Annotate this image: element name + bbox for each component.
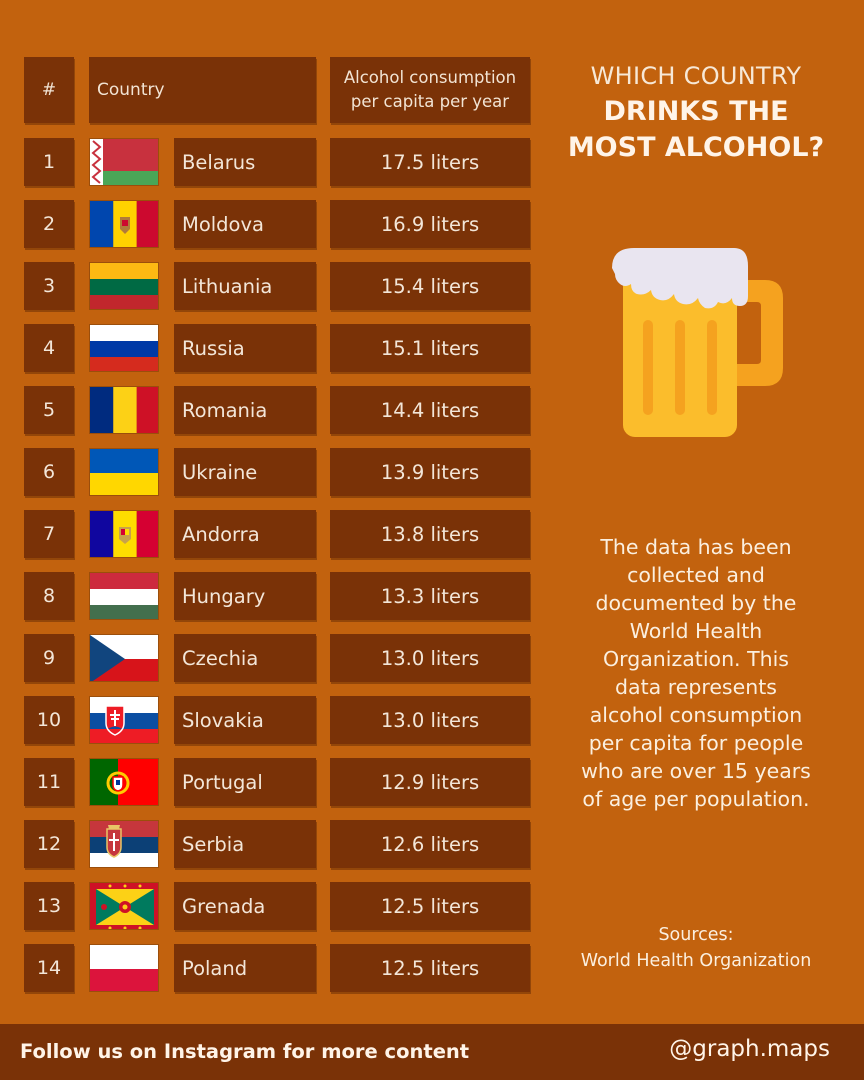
- rank-cell: 9: [24, 634, 74, 682]
- rank-cell: 2: [24, 200, 74, 248]
- portugal-flag-icon: [89, 758, 159, 806]
- consumption-value: 15.1 liters: [330, 324, 530, 372]
- country-name: Ukraine: [174, 448, 316, 496]
- rank-cell: 13: [24, 882, 74, 930]
- andorra-flag-icon: [89, 510, 159, 558]
- consumption-value: 12.5 liters: [330, 882, 530, 930]
- consumption-value: 13.3 liters: [330, 572, 530, 620]
- poland-flag-icon: [89, 944, 159, 992]
- footer-handle[interactable]: @graph.maps: [669, 1036, 830, 1062]
- consumption-value: 12.9 liters: [330, 758, 530, 806]
- header-country: Country: [89, 57, 316, 123]
- country-name: Andorra: [174, 510, 316, 558]
- consumption-value: 12.5 liters: [330, 944, 530, 992]
- grenada-flag-icon: [89, 882, 159, 930]
- header-rank-label: #: [41, 80, 57, 100]
- country-name: Hungary: [174, 572, 316, 620]
- rank-cell: 11: [24, 758, 74, 806]
- country-name: Poland: [174, 944, 316, 992]
- belarus-flag-icon: [89, 138, 159, 186]
- consumption-value: 17.5 liters: [330, 138, 530, 186]
- header-consumption-line2: per capita per year: [350, 92, 510, 111]
- hungary-flag-icon: [89, 572, 159, 620]
- country-name: Serbia: [174, 820, 316, 868]
- country-name: Romania: [174, 386, 316, 434]
- country-name: Lithuania: [174, 262, 316, 310]
- header-consumption: Alcohol consumption per capita per year: [330, 57, 530, 123]
- rank-cell: 7: [24, 510, 74, 558]
- rank-cell: 4: [24, 324, 74, 372]
- description: The data has been collected and document…: [568, 533, 824, 813]
- romania-flag-icon: [89, 386, 159, 434]
- description-line: data represents: [615, 675, 777, 699]
- country-name: Moldova: [174, 200, 316, 248]
- rank-cell: 12: [24, 820, 74, 868]
- czechia-flag-icon: [89, 634, 159, 682]
- country-name: Russia: [174, 324, 316, 372]
- description-line: of age per population.: [582, 787, 810, 811]
- moldova-flag-icon: [89, 200, 159, 248]
- rank-cell: 14: [24, 944, 74, 992]
- russia-flag-icon: [89, 324, 159, 372]
- sources-label: Sources:: [658, 925, 734, 945]
- consumption-value: 16.9 liters: [330, 200, 530, 248]
- beer-mug-icon: [603, 240, 793, 445]
- rank-cell: 10: [24, 696, 74, 744]
- rank-cell: 6: [24, 448, 74, 496]
- country-name: Czechia: [174, 634, 316, 682]
- title-line-2: DRINKS THE: [603, 96, 789, 127]
- description-line: Organization. This: [603, 647, 789, 671]
- header-country-label: Country: [97, 80, 165, 100]
- country-name: Grenada: [174, 882, 316, 930]
- header-consumption-line1: Alcohol consumption: [343, 68, 517, 87]
- description-line: per capita for people: [588, 731, 804, 755]
- consumption-value: 15.4 liters: [330, 262, 530, 310]
- consumption-value: 13.0 liters: [330, 634, 530, 682]
- rank-cell: 1: [24, 138, 74, 186]
- title-line-1: WHICH COUNTRY: [590, 62, 802, 90]
- country-name: Belarus: [174, 138, 316, 186]
- description-line: collected and: [627, 563, 765, 587]
- sources-value: World Health Organization: [580, 951, 812, 971]
- header-rank: #: [24, 57, 74, 123]
- description-line: alcohol consumption: [589, 703, 803, 727]
- consumption-value: 13.8 liters: [330, 510, 530, 558]
- consumption-value: 13.0 liters: [330, 696, 530, 744]
- lithuania-flag-icon: [89, 262, 159, 310]
- consumption-value: 13.9 liters: [330, 448, 530, 496]
- country-name: Slovakia: [174, 696, 316, 744]
- rank-cell: 5: [24, 386, 74, 434]
- rank-cell: 8: [24, 572, 74, 620]
- rank-cell: 3: [24, 262, 74, 310]
- description-line: who are over 15 years: [581, 759, 811, 783]
- consumption-value: 14.4 liters: [330, 386, 530, 434]
- serbia-flag-icon: [89, 820, 159, 868]
- slovakia-flag-icon: [89, 696, 159, 744]
- consumption-value: 12.6 liters: [330, 820, 530, 868]
- title-main: DRINKS THE MOST ALCOHOL?: [550, 94, 842, 166]
- country-name: Portugal: [174, 758, 316, 806]
- description-line: World Health: [629, 619, 763, 643]
- title-line-3: MOST ALCOHOL?: [567, 132, 825, 163]
- footer-follow-text: Follow us on Instagram for more content: [20, 1040, 470, 1063]
- description-line: The data has been: [600, 535, 792, 559]
- ukraine-flag-icon: [89, 448, 159, 496]
- description-line: documented by the: [595, 591, 797, 615]
- footer-bar: [0, 1024, 864, 1080]
